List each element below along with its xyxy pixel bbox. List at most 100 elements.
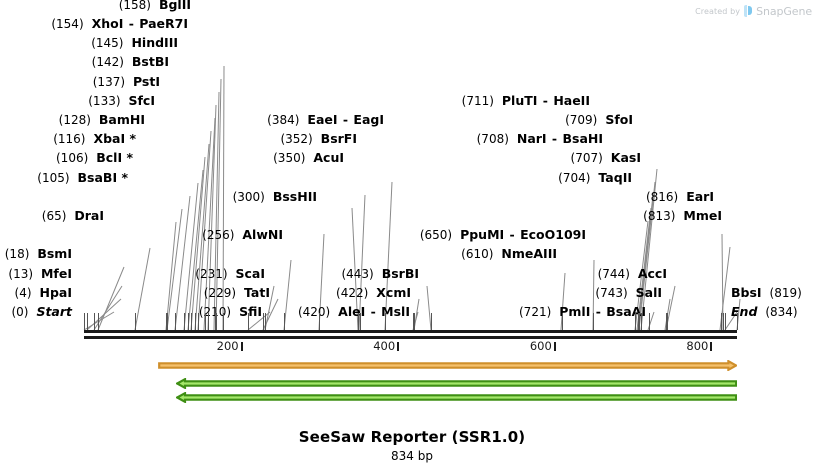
enzyme-site-label[interactable]: (443) BsrBI xyxy=(341,267,419,281)
sequence-backbone-top xyxy=(84,330,737,333)
enzyme-site-label[interactable]: (610) NmeAIII xyxy=(461,247,557,261)
enzyme-site-label[interactable]: (813) MmeI xyxy=(643,209,722,223)
enzyme-name: TaqII xyxy=(598,169,632,185)
enzyme-site-label[interactable]: (350) AcuI xyxy=(273,151,344,165)
cut-site-tick xyxy=(358,313,360,330)
enzyme-site-label[interactable]: (13) MfeI xyxy=(8,267,72,281)
site-position: (422) xyxy=(336,285,369,300)
green-feature-arrow-1[interactable] xyxy=(175,378,737,389)
enzyme-name: BstBI xyxy=(131,54,169,70)
cut-site-tick xyxy=(637,313,639,330)
enzyme-site-label[interactable]: (145) HindIII xyxy=(91,36,178,50)
cut-site-tick xyxy=(666,313,668,330)
enzyme-site-label[interactable]: (229) TatI xyxy=(204,286,270,300)
site-position: (133) xyxy=(88,93,121,108)
enzyme-name: EaeI xyxy=(307,112,338,127)
site-position: (834) xyxy=(765,305,798,319)
enzyme-name: SfiI xyxy=(239,304,262,319)
enzyme-site-label[interactable]: (707) KasI xyxy=(571,151,641,165)
enzyme-site-label[interactable]: (743) SalI xyxy=(595,286,662,300)
enzyme-name: KasI xyxy=(610,150,641,166)
cut-site-tick xyxy=(166,313,168,330)
cut-site-tick xyxy=(134,313,136,330)
enzyme-site-label[interactable]: (210) SfiI xyxy=(199,305,262,319)
enzyme-site-label[interactable]: (142) BstBI xyxy=(92,55,169,69)
enzyme-site-label[interactable]: (422) XcmI xyxy=(336,286,411,300)
enzyme-name: BbsI xyxy=(731,284,762,300)
enzyme-site-label[interactable]: (721) PmlI - BsaAI xyxy=(519,305,646,319)
enzyme-site-label[interactable]: (231) ScaI xyxy=(195,267,265,281)
site-position: (708) xyxy=(476,132,509,147)
site-position: (300) xyxy=(232,189,265,204)
cut-site-tick xyxy=(263,313,265,330)
site-position: (350) xyxy=(273,151,306,166)
enzyme-name: PaeR7I xyxy=(139,16,188,31)
site-position: (816) xyxy=(645,189,679,204)
snapgene-logo-icon xyxy=(744,5,753,17)
enzyme-site-label[interactable]: (384) EaeI - EagI xyxy=(267,113,384,127)
enzyme-site-label[interactable]: (300) BssHII xyxy=(233,190,317,204)
enzyme-name: Start xyxy=(36,304,72,319)
enzyme-site-label[interactable]: (708) NarI - BsaHI xyxy=(477,132,603,146)
enzyme-site-label[interactable]: (709) SfoI xyxy=(565,113,633,127)
site-position: (18) xyxy=(4,247,30,262)
methylation-star-marker: * xyxy=(125,131,136,147)
green-feature-arrow-2[interactable] xyxy=(175,392,737,403)
enzyme-site-label[interactable]: (704) TaqII xyxy=(558,171,632,185)
enzyme-name: PmlI xyxy=(559,304,591,319)
site-position: (116) xyxy=(53,132,86,147)
enzyme-site-label[interactable]: (137) PstI xyxy=(93,75,160,89)
cut-site-tick xyxy=(640,313,642,330)
ruler-tick-label: 200 xyxy=(216,339,239,353)
enzyme-site-label[interactable]: (4) HpaI xyxy=(15,286,72,300)
cut-site-tick xyxy=(430,313,432,330)
enzyme-name: XbaI xyxy=(93,131,126,147)
ruler-tick-label: 800 xyxy=(686,339,709,353)
enzyme-name: MmeI xyxy=(683,208,722,223)
enzyme-site-label[interactable]: (158) BglII xyxy=(119,0,191,12)
enzyme-name: EcoO109I xyxy=(520,227,586,243)
enzyme-site-label-end[interactable]: BbsI (819) xyxy=(731,286,802,300)
enzyme-name: AlwNI xyxy=(242,227,283,243)
sequence-length: 834 bp xyxy=(391,449,433,463)
site-position: (704) xyxy=(558,170,591,185)
enzyme-name: SfcI xyxy=(128,92,155,108)
methylation-star-marker: * xyxy=(122,150,133,166)
enzyme-separator: - xyxy=(591,304,606,319)
orange-feature-arrow[interactable] xyxy=(157,360,737,371)
enzyme-site-label[interactable]: (65) DraI xyxy=(42,209,104,223)
enzyme-site-label[interactable]: (352) BsrFI xyxy=(280,132,357,146)
enzyme-site-label[interactable]: (128) BamHI xyxy=(59,113,145,127)
enzyme-site-label[interactable]: (133) SfcI xyxy=(88,94,155,108)
enzyme-separator: - xyxy=(338,112,353,127)
site-position: (650) xyxy=(419,228,453,243)
cut-site-tick xyxy=(94,313,96,330)
enzyme-site-label[interactable]: (105) BsaBI * xyxy=(37,171,128,185)
enzyme-name: HindIII xyxy=(131,35,178,51)
site-position: (420) xyxy=(297,305,331,319)
enzyme-site-label-end[interactable]: End (834) xyxy=(731,305,798,319)
enzyme-site-label[interactable]: (0) Start xyxy=(11,305,72,319)
snapgene-watermark: Created by SnapGene xyxy=(695,4,812,18)
enzyme-site-label[interactable]: (154) XhoI - PaeR7I xyxy=(51,17,188,31)
enzyme-site-label[interactable]: (106) BclI * xyxy=(56,151,133,165)
enzyme-site-label[interactable]: (18) BsmI xyxy=(5,247,72,261)
enzyme-site-label[interactable]: (711) PluTI - HaeII xyxy=(462,94,590,108)
site-position: (128) xyxy=(58,113,91,127)
enzyme-name: AccI xyxy=(637,265,667,281)
enzyme-site-label[interactable]: (420) AleI - MslI xyxy=(298,305,410,319)
feature-arrow-shape xyxy=(175,392,737,403)
feature-arrow-shape xyxy=(157,360,737,371)
site-position: (819) xyxy=(769,285,802,300)
enzyme-site-label[interactable]: (650) PpuMI - EcoO109I xyxy=(420,228,586,242)
cut-site-tick xyxy=(174,313,176,330)
enzyme-name: BclI xyxy=(96,150,123,166)
enzyme-site-label[interactable]: (744) AccI xyxy=(598,267,667,281)
cut-site-tick xyxy=(84,313,85,330)
enzyme-site-label[interactable]: (816) EarI xyxy=(646,190,714,204)
cut-site-tick xyxy=(284,313,286,330)
enzyme-site-label[interactable]: (116) XbaI * xyxy=(53,132,136,146)
cut-site-tick xyxy=(204,313,206,330)
enzyme-site-label[interactable]: (256) AlwNI xyxy=(202,228,283,242)
